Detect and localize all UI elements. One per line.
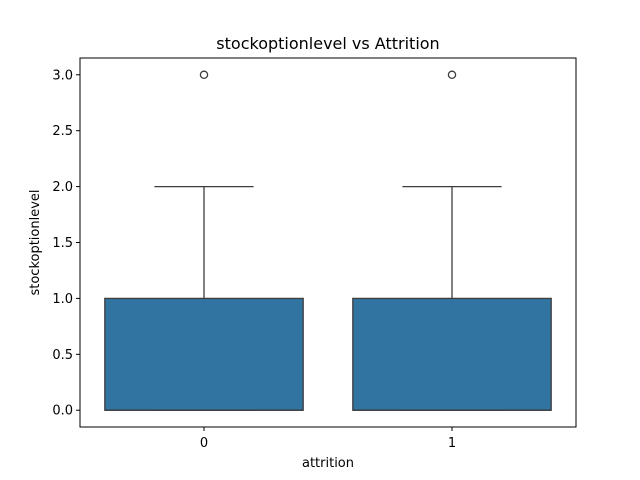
y-axis-label: stockoptionlevel: [28, 189, 43, 295]
x-tick-label: 1: [448, 436, 456, 451]
y-tick-label: 3.0: [52, 68, 73, 83]
x-axis-label: attrition: [302, 456, 354, 471]
y-tick-label: 2.5: [52, 124, 73, 139]
y-tick-label: 0.0: [52, 404, 73, 419]
y-axis: 0.0 0.5 1.0 1.5 2.0 2.5 3.0: [52, 68, 80, 419]
plot-area: [104, 70, 552, 411]
y-tick-label: 1.0: [52, 292, 73, 307]
chart-title: stockoptionlevel vs Attrition: [216, 34, 439, 53]
y-tick-label: 1.5: [52, 236, 73, 251]
y-tick-label: 0.5: [52, 348, 73, 363]
y-tick-label: 2.0: [52, 180, 73, 195]
outlier-point: [447, 70, 457, 80]
box-iqr: [104, 297, 304, 411]
x-tick-label: 0: [200, 436, 208, 451]
box-iqr: [352, 297, 552, 411]
box-group-0: [104, 70, 304, 411]
box-group-1: [352, 70, 552, 411]
outlier-point: [199, 70, 209, 80]
